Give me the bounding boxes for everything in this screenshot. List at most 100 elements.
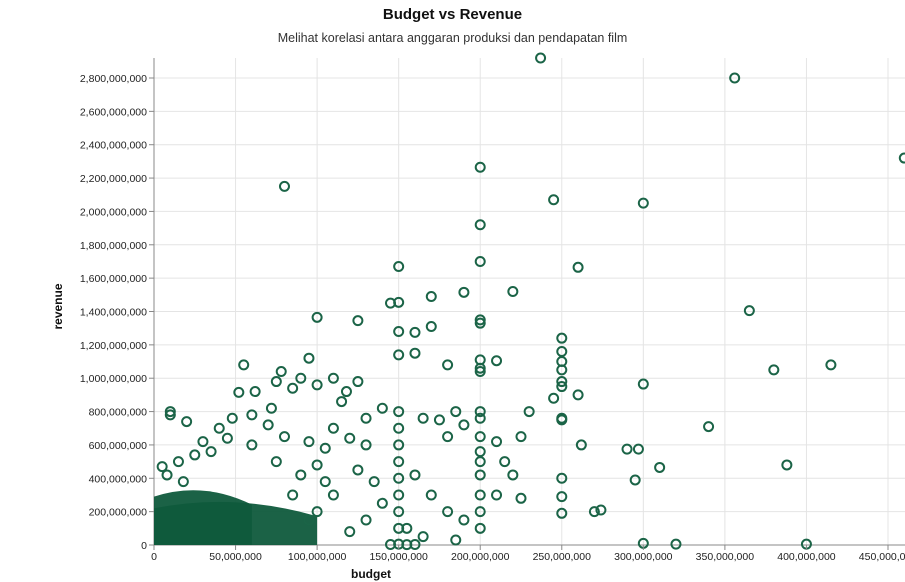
y-tick-label: 2,600,000,000: [80, 106, 147, 118]
data-point: [474, 489, 486, 501]
data-point: [588, 506, 600, 518]
data-point: [197, 436, 209, 448]
data-point: [632, 443, 644, 455]
data-point: [233, 386, 245, 398]
data-point: [360, 412, 372, 424]
data-point: [425, 489, 437, 501]
y-tick-label: 2,000,000,000: [80, 206, 147, 218]
x-tick-label: 0: [151, 551, 157, 563]
data-point: [319, 476, 331, 488]
data-point: [385, 538, 397, 550]
x-tick-label: 100,000,000: [288, 551, 347, 563]
data-point: [474, 219, 486, 231]
data-point: [556, 346, 568, 358]
data-point: [393, 472, 405, 484]
data-point: [278, 431, 290, 443]
data-point: [743, 305, 755, 317]
data-point: [409, 538, 421, 550]
data-point: [327, 489, 339, 501]
y-tick-label: 2,400,000,000: [80, 140, 147, 152]
data-points: [156, 52, 905, 551]
data-point: [275, 366, 287, 378]
x-tick-label: 150,000,000: [369, 551, 428, 563]
y-tick-label: 2,800,000,000: [80, 73, 147, 85]
y-tick-label: 1,800,000,000: [80, 240, 147, 252]
y-tick-label: 1,400,000,000: [80, 307, 147, 319]
data-point: [393, 456, 405, 468]
data-point: [303, 436, 315, 448]
data-point: [556, 364, 568, 376]
data-point: [474, 314, 486, 326]
data-point: [181, 416, 193, 428]
data-point: [295, 469, 307, 481]
grid-lines: [153, 58, 905, 546]
data-point: [507, 285, 519, 297]
dense-point-cluster: [154, 490, 318, 545]
data-point: [491, 436, 503, 448]
tick-labels: 0 200,000,000 400,000,000 600,000,000 800,00…: [80, 73, 905, 563]
data-point: [670, 538, 682, 550]
data-point: [572, 389, 584, 401]
data-point: [556, 491, 568, 503]
data-point: [450, 534, 462, 546]
data-point: [556, 376, 568, 388]
chart-subtitle: Melihat korelasi antara anggaran produks…: [277, 31, 628, 45]
data-point: [654, 461, 666, 473]
data-point: [376, 497, 388, 509]
data-point: [458, 514, 470, 526]
data-point: [703, 421, 715, 433]
y-tick-label: 800,000,000: [89, 407, 148, 419]
chart-title: Budget vs Revenue: [382, 6, 523, 23]
data-point: [327, 372, 339, 384]
y-tick-label: 0: [141, 540, 147, 552]
data-point: [474, 161, 486, 173]
data-point: [556, 412, 568, 424]
data-point: [825, 359, 837, 371]
data-point: [360, 514, 372, 526]
data-point: [336, 396, 348, 408]
data-point: [393, 349, 405, 361]
data-point: [352, 464, 364, 476]
data-point: [319, 442, 331, 454]
data-point: [556, 332, 568, 344]
data-point: [303, 514, 315, 526]
axes: [153, 58, 905, 546]
data-point: [393, 489, 405, 501]
data-point: [265, 402, 277, 414]
data-point: [425, 290, 437, 302]
data-point: [637, 197, 649, 209]
data-point: [189, 449, 201, 461]
data-point: [458, 286, 470, 298]
data-point: [474, 317, 486, 329]
data-point: [768, 364, 780, 376]
data-point: [156, 461, 168, 473]
x-tick-label: 400,000,000: [777, 551, 836, 563]
data-point: [515, 492, 527, 504]
data-point: [474, 456, 486, 468]
x-tick-label: 300,000,000: [614, 551, 673, 563]
data-point: [164, 406, 176, 418]
data-point: [417, 531, 429, 543]
data-point: [474, 469, 486, 481]
data-point: [303, 352, 315, 364]
data-point: [270, 376, 282, 388]
data-point: [393, 522, 405, 534]
x-tick-label: 250,000,000: [533, 551, 592, 563]
data-point: [474, 412, 486, 424]
data-point: [474, 522, 486, 534]
data-point: [311, 379, 323, 391]
data-point: [433, 414, 445, 426]
data-point: [295, 372, 307, 384]
data-point: [442, 431, 454, 443]
data-point: [344, 526, 356, 538]
data-point: [393, 439, 405, 451]
data-point: [474, 431, 486, 443]
data-point: [311, 459, 323, 471]
data-point: [417, 412, 429, 424]
data-point: [572, 261, 584, 273]
data-point: [246, 439, 258, 451]
y-tick-label: 1,600,000,000: [80, 273, 147, 285]
data-point: [499, 456, 511, 468]
data-point: [491, 355, 503, 367]
